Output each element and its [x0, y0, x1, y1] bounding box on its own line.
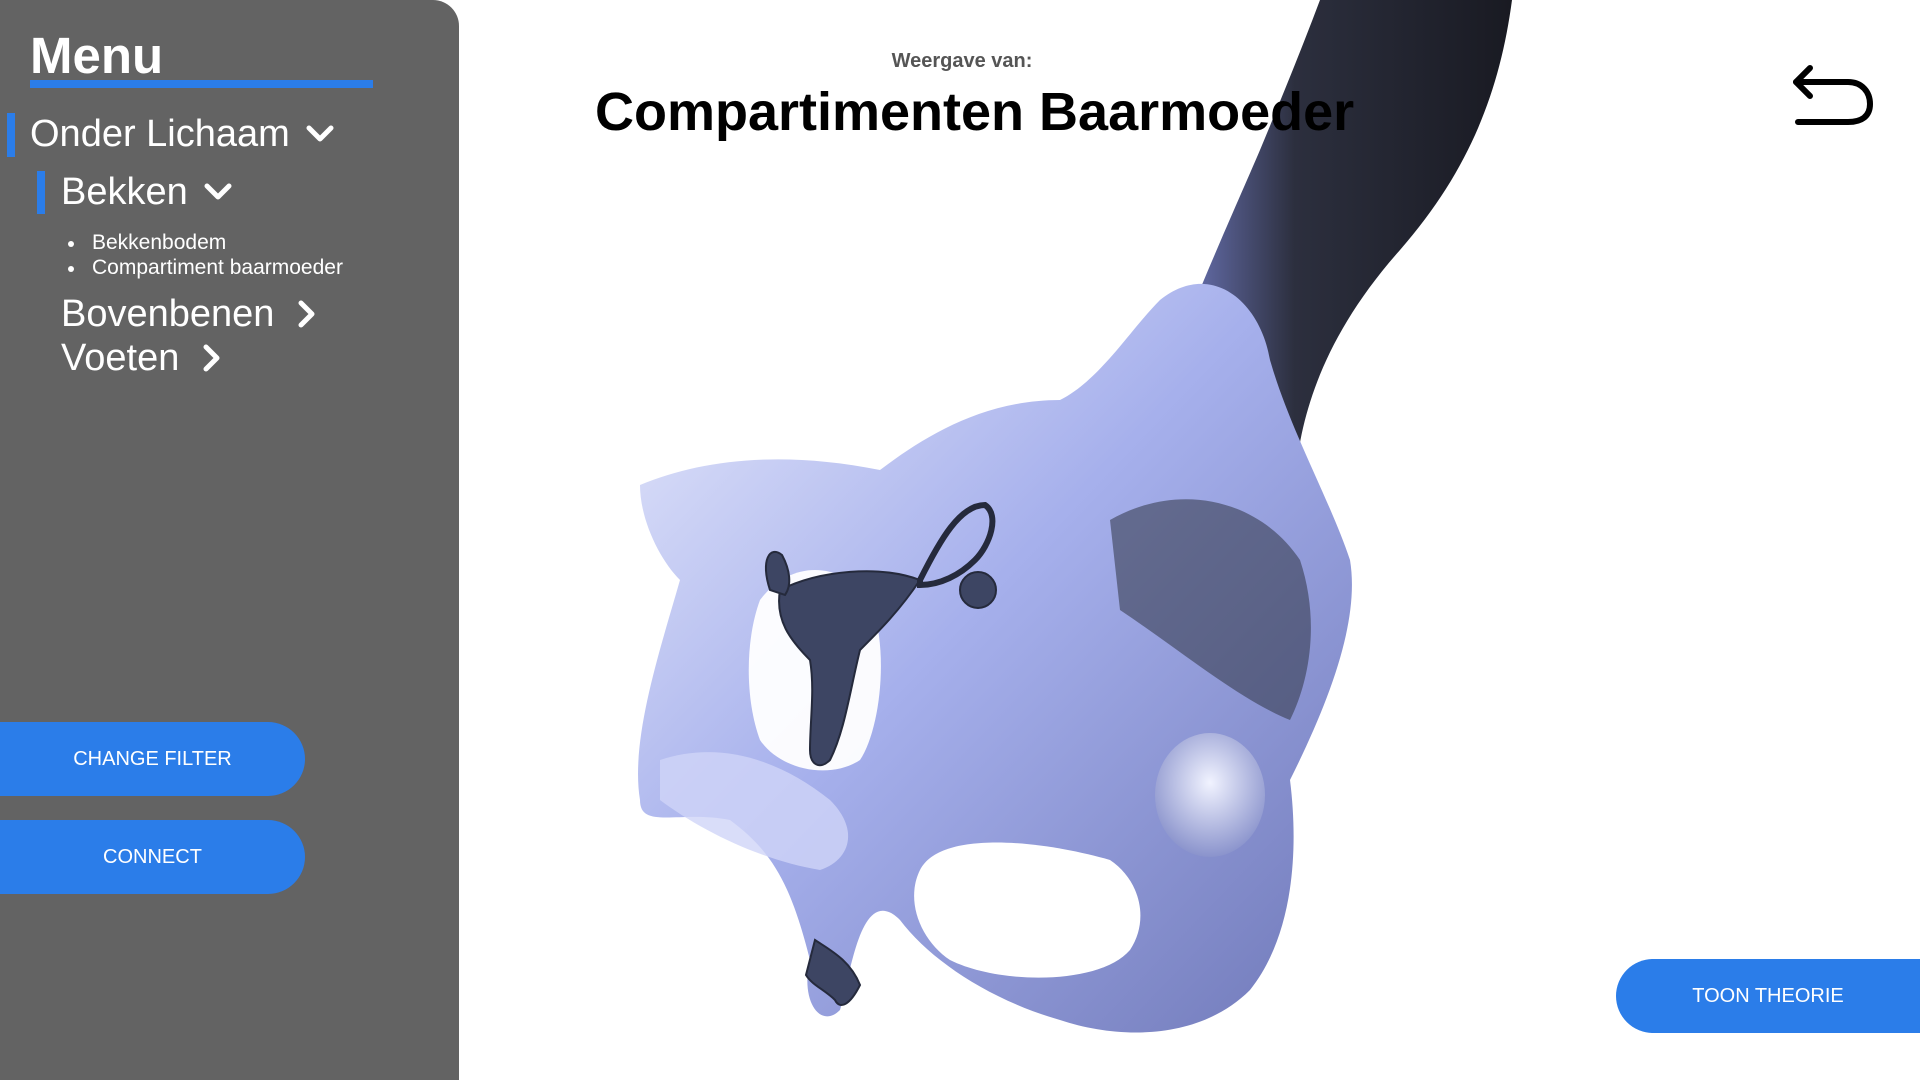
nav-item-onder-lichaam[interactable]: Onder Lichaam: [30, 112, 334, 156]
nav-item-label: Bovenbenen: [61, 292, 275, 335]
change-filter-button[interactable]: CHANGE FILTER: [0, 722, 305, 796]
active-indicator-bar: [7, 113, 15, 157]
chevron-right-icon: [201, 344, 221, 372]
nav-item-bovenbenen[interactable]: Bovenbenen: [61, 292, 316, 336]
page-title: Compartimenten Baarmoeder: [595, 82, 1355, 142]
pelvis-3d-model[interactable]: [459, 0, 1920, 1080]
nav-item-voeten[interactable]: Voeten: [61, 336, 221, 380]
nav-item-label: Onder Lichaam: [30, 112, 290, 155]
back-arrow-icon: [1793, 65, 1873, 125]
nav-item-bekken[interactable]: Bekken: [61, 170, 232, 214]
view-subtitle: Weergave van:: [891, 50, 1033, 72]
menu-title: Menu: [30, 27, 164, 84]
menu-underline: [30, 80, 373, 88]
nav-item-label: Bekken: [61, 170, 188, 213]
chevron-right-icon: [296, 300, 316, 328]
sublist-item-compartiment-baarmoeder[interactable]: Compartiment baarmoeder: [68, 255, 343, 280]
bekken-sublist: Bekkenbodem Compartiment baarmoeder: [68, 230, 343, 280]
active-indicator-bar: [37, 171, 45, 214]
connect-button[interactable]: CONNECT: [0, 820, 305, 894]
sublist-item-bekkenbodem[interactable]: Bekkenbodem: [68, 230, 343, 255]
nav-item-label: Voeten: [61, 336, 180, 379]
chevron-down-icon: [204, 182, 232, 202]
toon-theorie-button[interactable]: TOON THEORIE: [1616, 959, 1920, 1033]
sidebar-menu: Menu Onder Lichaam Bekken Bekkenbodem Co…: [0, 0, 459, 1080]
back-button[interactable]: [1788, 50, 1878, 130]
chevron-down-icon: [306, 124, 334, 144]
